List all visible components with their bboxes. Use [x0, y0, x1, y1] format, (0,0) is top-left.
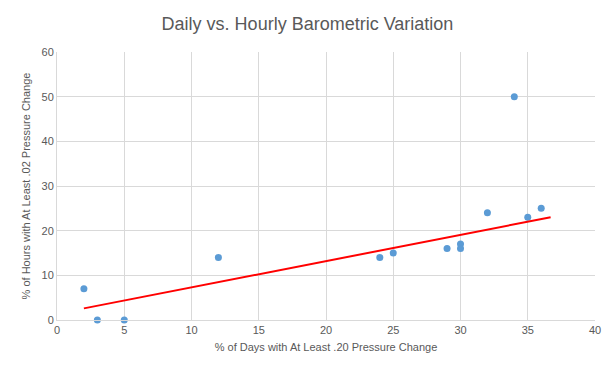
svg-text:50: 50	[42, 91, 54, 103]
svg-text:40: 40	[42, 135, 54, 147]
svg-text:% of Days with At Least .20 Pr: % of Days with At Least .20 Pressure Cha…	[215, 341, 438, 353]
svg-text:40: 40	[589, 324, 601, 336]
svg-text:% of Hours with At Least .02 P: % of Hours with At Least .02 Pressure Ch…	[20, 73, 32, 300]
svg-text:5: 5	[121, 324, 127, 336]
svg-text:20: 20	[320, 324, 332, 336]
svg-text:30: 30	[454, 324, 466, 336]
svg-text:60: 60	[42, 46, 54, 58]
svg-text:Daily vs. Hourly Barometric Va: Daily vs. Hourly Barometric Variation	[162, 14, 454, 34]
svg-text:0: 0	[54, 324, 60, 336]
svg-text:0: 0	[48, 314, 54, 326]
svg-text:10: 10	[185, 324, 197, 336]
svg-text:30: 30	[42, 180, 54, 192]
svg-text:15: 15	[253, 324, 265, 336]
svg-text:35: 35	[522, 324, 534, 336]
svg-text:20: 20	[42, 225, 54, 237]
svg-text:25: 25	[387, 324, 399, 336]
svg-text:10: 10	[42, 269, 54, 281]
